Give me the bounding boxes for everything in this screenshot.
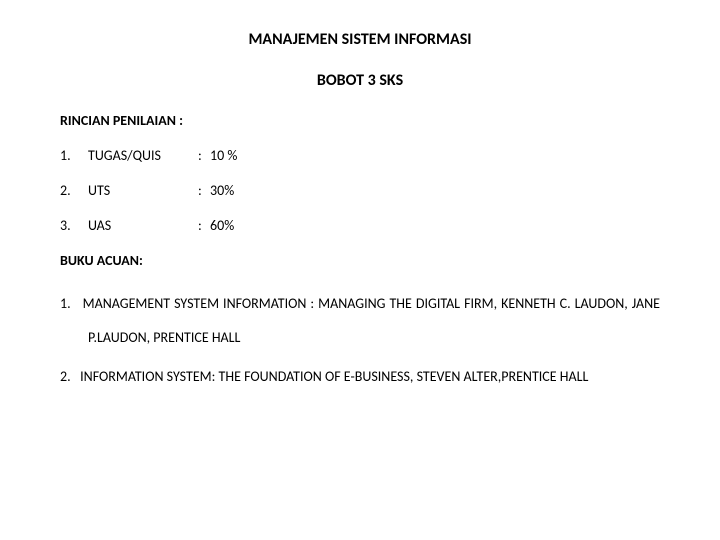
grading-item: 2. UTS : 30% — [60, 182, 660, 199]
grading-item: 1. TUGAS/QUIS : 10 % — [60, 147, 660, 164]
grading-number: 2. — [60, 182, 88, 199]
grading-label: UAS — [88, 217, 198, 234]
grading-number: 1. — [60, 147, 88, 164]
grading-heading: RINCIAN PENILAIAN : — [60, 112, 660, 129]
reference-number: 2. — [60, 368, 71, 385]
grading-list: 1. TUGAS/QUIS : 10 % 2. UTS : 30% 3. UAS… — [60, 147, 660, 234]
reference-text: MANAGEMENT SYSTEM INFORMATION : MANAGING… — [83, 295, 660, 346]
grading-colon: : — [198, 217, 210, 234]
grading-value: 60% — [210, 217, 234, 234]
reference-list: 1. MANAGEMENT SYSTEM INFORMATION : MANAG… — [60, 287, 660, 394]
grading-colon: : — [198, 147, 210, 164]
reference-text: INFORMATION SYSTEM: THE FOUNDATION OF E-… — [80, 368, 588, 385]
references-heading: BUKU ACUAN: — [60, 252, 660, 269]
reference-number: 1. — [60, 295, 71, 312]
reference-item: 1. MANAGEMENT SYSTEM INFORMATION : MANAG… — [60, 287, 660, 354]
grading-value: 10 % — [210, 147, 237, 164]
grading-item: 3. UAS : 60% — [60, 217, 660, 234]
grading-number: 3. — [60, 217, 88, 234]
grading-value: 30% — [210, 182, 234, 199]
grading-label: TUGAS/QUIS — [88, 147, 198, 164]
reference-item: 2. INFORMATION SYSTEM: THE FOUNDATION OF… — [60, 360, 660, 394]
grading-label: UTS — [88, 182, 198, 199]
document-title: MANAJEMEN SISTEM INFORMASI — [60, 30, 660, 49]
grading-colon: : — [198, 182, 210, 199]
document-subtitle: BOBOT 3 SKS — [60, 71, 660, 90]
